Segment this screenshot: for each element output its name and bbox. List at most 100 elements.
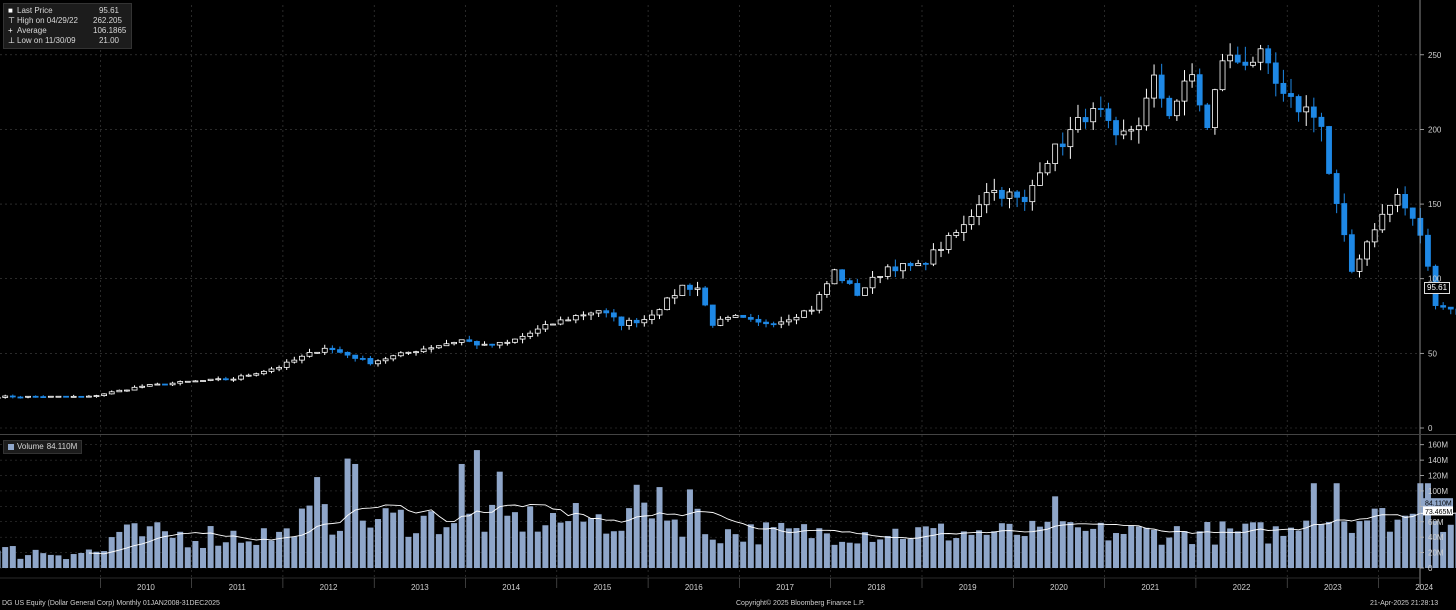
volume-bar (1006, 523, 1013, 568)
volume-bar (375, 519, 382, 568)
x-tick-label: 2022 (1233, 583, 1251, 592)
volume-bar (276, 531, 283, 568)
volume-bar (869, 541, 876, 568)
candle-body (1120, 130, 1127, 136)
volume-bar (892, 528, 899, 568)
candle-body (915, 262, 922, 267)
candle-body (458, 339, 465, 343)
volume-bar (336, 530, 343, 568)
volume-bar (1189, 544, 1196, 568)
candle-body (953, 232, 960, 236)
candle-body (694, 287, 701, 290)
candle-body (930, 249, 937, 265)
x-tick-label: 2015 (594, 583, 612, 592)
volume-bar (580, 521, 587, 568)
volume-bar (1021, 536, 1028, 568)
volume-bar (922, 526, 929, 568)
volume-bar (778, 522, 785, 568)
candle-body (1387, 204, 1393, 215)
candle-body (641, 319, 648, 324)
volume-tick-label: 120M (1428, 472, 1448, 481)
candle-body (25, 395, 31, 398)
candle-body (443, 343, 450, 347)
volume-bar (709, 539, 716, 568)
candle-body (413, 351, 419, 354)
volume-bar (808, 538, 815, 568)
volume-bar (139, 536, 146, 568)
x-tick-label: 2016 (685, 583, 703, 592)
candle-body (831, 269, 838, 285)
volume-bar (169, 537, 176, 568)
candle-body (580, 314, 587, 317)
candle-body (884, 266, 891, 277)
candle-body (116, 389, 123, 393)
volume-bar (443, 527, 450, 568)
candle-body (321, 347, 328, 353)
volume-bar (626, 508, 633, 568)
candle-body (222, 378, 229, 381)
volume-bar (588, 518, 595, 568)
candle-body (1318, 116, 1325, 127)
candle-body (200, 380, 206, 382)
volume-bar (899, 538, 906, 568)
candle-body (588, 312, 594, 316)
candle-body (527, 332, 534, 337)
volume-bar (1097, 522, 1104, 568)
volume-bar (572, 503, 579, 568)
candle-body (839, 269, 846, 282)
candle-body (1234, 54, 1241, 63)
candle-body (283, 361, 290, 368)
volume-bar (991, 531, 998, 568)
volume-bar (0, 550, 1, 568)
candle-body (359, 358, 366, 360)
volume-tick-label: 60M (1428, 518, 1444, 527)
candle-body (329, 347, 336, 351)
candle-body (1364, 241, 1370, 260)
candle-body (565, 319, 572, 322)
volume-bar (1105, 540, 1112, 568)
volume-value: 84.110M (46, 442, 78, 451)
candle-body (1113, 120, 1119, 136)
volume-bar (641, 502, 648, 568)
volume-bar (314, 477, 321, 568)
candle-body (1250, 61, 1256, 66)
volume-bar (603, 533, 610, 568)
candle-body (1014, 191, 1021, 198)
volume-bar (1166, 537, 1173, 568)
candle-body (1212, 89, 1218, 129)
volume-bar (1272, 526, 1279, 568)
volume-swatch-icon (8, 444, 14, 450)
volume-bar (884, 535, 891, 568)
candle-body (268, 368, 275, 372)
candle-body (1227, 54, 1234, 62)
volume-bar (359, 520, 366, 568)
candle-body (1105, 108, 1112, 121)
volume-bar (823, 533, 830, 568)
volume-bar (846, 542, 853, 568)
volume-bar (1379, 508, 1386, 568)
volume-bar (101, 551, 108, 568)
low-label: Low on 11/30/09 (17, 36, 76, 45)
volume-bar (397, 509, 404, 568)
volume-bar (1059, 521, 1066, 568)
volume-bar (1440, 531, 1447, 568)
x-tick-label: 2020 (1050, 583, 1068, 592)
candle-body (1135, 125, 1142, 131)
volume-bar (230, 530, 237, 568)
candle-body (595, 310, 602, 314)
candle-body (260, 370, 267, 375)
candle-body (816, 294, 823, 311)
volume-bar (1143, 527, 1150, 568)
candle-body (550, 323, 556, 326)
candle-body (664, 297, 671, 311)
candle-body (1288, 93, 1294, 97)
volume-bar (177, 531, 184, 568)
candle-body (1265, 48, 1272, 64)
high-value: 262.205 (93, 16, 122, 25)
candle-body (177, 381, 184, 384)
volume-bar (557, 522, 564, 568)
x-tick-label: 2014 (502, 583, 520, 592)
volume-bar (694, 508, 701, 568)
candle-body (9, 395, 16, 398)
volume-bar (85, 549, 92, 568)
